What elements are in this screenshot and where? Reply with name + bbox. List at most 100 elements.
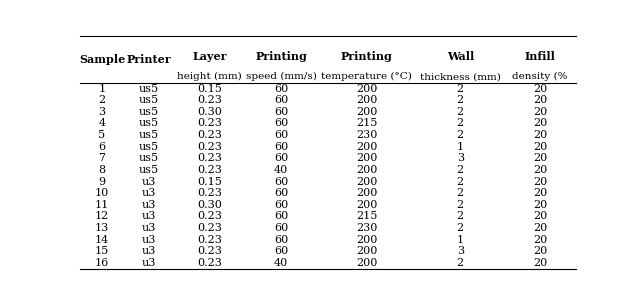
- Text: 0.23: 0.23: [197, 165, 222, 175]
- Text: 60: 60: [274, 235, 288, 245]
- Text: 12: 12: [95, 211, 109, 221]
- Text: 1: 1: [457, 235, 464, 245]
- Text: height (mm): height (mm): [177, 72, 242, 82]
- Text: 2: 2: [457, 107, 464, 117]
- Text: 20: 20: [533, 142, 547, 152]
- Text: 200: 200: [356, 153, 377, 163]
- Text: 3: 3: [99, 107, 106, 117]
- Text: 40: 40: [274, 258, 288, 268]
- Text: 200: 200: [356, 258, 377, 268]
- Text: u3: u3: [141, 258, 156, 268]
- Text: 230: 230: [356, 130, 377, 140]
- Text: 60: 60: [274, 107, 288, 117]
- Text: us5: us5: [139, 95, 159, 105]
- Text: 0.15: 0.15: [197, 84, 222, 94]
- Text: 2: 2: [457, 211, 464, 221]
- Text: speed (mm/s): speed (mm/s): [246, 72, 317, 82]
- Text: 8: 8: [99, 165, 106, 175]
- Text: 15: 15: [95, 246, 109, 256]
- Text: us5: us5: [139, 165, 159, 175]
- Text: 0.23: 0.23: [197, 188, 222, 198]
- Text: 60: 60: [274, 188, 288, 198]
- Text: 2: 2: [457, 177, 464, 187]
- Text: 200: 200: [356, 246, 377, 256]
- Text: 20: 20: [533, 153, 547, 163]
- Text: us5: us5: [139, 118, 159, 128]
- Text: density (%: density (%: [513, 72, 568, 82]
- Text: 20: 20: [533, 200, 547, 210]
- Text: 11: 11: [95, 200, 109, 210]
- Text: 60: 60: [274, 246, 288, 256]
- Text: u3: u3: [141, 200, 156, 210]
- Text: 20: 20: [533, 223, 547, 233]
- Text: 200: 200: [356, 165, 377, 175]
- Text: 200: 200: [356, 84, 377, 94]
- Text: us5: us5: [139, 107, 159, 117]
- Text: us5: us5: [139, 153, 159, 163]
- Text: 2: 2: [457, 188, 464, 198]
- Text: us5: us5: [139, 142, 159, 152]
- Text: 0.23: 0.23: [197, 118, 222, 128]
- Text: Layer: Layer: [192, 50, 227, 62]
- Text: 0.23: 0.23: [197, 235, 222, 245]
- Text: u3: u3: [141, 235, 156, 245]
- Text: 20: 20: [533, 95, 547, 105]
- Text: Infill: Infill: [525, 50, 556, 62]
- Text: 20: 20: [533, 188, 547, 198]
- Text: 10: 10: [95, 188, 109, 198]
- Text: 2: 2: [457, 258, 464, 268]
- Text: us5: us5: [139, 130, 159, 140]
- Text: Wall: Wall: [447, 50, 474, 62]
- Text: 0.23: 0.23: [197, 95, 222, 105]
- Text: 20: 20: [533, 84, 547, 94]
- Text: 60: 60: [274, 211, 288, 221]
- Text: 60: 60: [274, 200, 288, 210]
- Text: thickness (mm): thickness (mm): [420, 72, 500, 82]
- Text: u3: u3: [141, 223, 156, 233]
- Text: 230: 230: [356, 223, 377, 233]
- Text: 0.23: 0.23: [197, 211, 222, 221]
- Text: 20: 20: [533, 246, 547, 256]
- Text: 200: 200: [356, 235, 377, 245]
- Text: 2: 2: [457, 130, 464, 140]
- Text: Sample: Sample: [79, 54, 125, 65]
- Text: 0.30: 0.30: [197, 200, 222, 210]
- Text: 60: 60: [274, 223, 288, 233]
- Text: 20: 20: [533, 211, 547, 221]
- Text: 7: 7: [99, 153, 106, 163]
- Text: Printer: Printer: [127, 54, 172, 65]
- Text: 20: 20: [533, 258, 547, 268]
- Text: 4: 4: [99, 118, 106, 128]
- Text: Printing: Printing: [255, 50, 307, 62]
- Text: 0.30: 0.30: [197, 107, 222, 117]
- Text: 14: 14: [95, 235, 109, 245]
- Text: 0.23: 0.23: [197, 153, 222, 163]
- Text: 1: 1: [457, 142, 464, 152]
- Text: 60: 60: [274, 95, 288, 105]
- Text: u3: u3: [141, 188, 156, 198]
- Text: 60: 60: [274, 118, 288, 128]
- Text: 2: 2: [457, 84, 464, 94]
- Text: 200: 200: [356, 177, 377, 187]
- Text: 0.23: 0.23: [197, 130, 222, 140]
- Text: 0.23: 0.23: [197, 142, 222, 152]
- Text: 60: 60: [274, 142, 288, 152]
- Text: 9: 9: [99, 177, 106, 187]
- Text: 16: 16: [95, 258, 109, 268]
- Text: 200: 200: [356, 107, 377, 117]
- Text: 0.23: 0.23: [197, 258, 222, 268]
- Text: 0.23: 0.23: [197, 223, 222, 233]
- Text: 2: 2: [457, 118, 464, 128]
- Text: u3: u3: [141, 246, 156, 256]
- Text: 215: 215: [356, 118, 377, 128]
- Text: 40: 40: [274, 165, 288, 175]
- Text: 20: 20: [533, 235, 547, 245]
- Text: 6: 6: [99, 142, 106, 152]
- Text: 200: 200: [356, 188, 377, 198]
- Text: us5: us5: [139, 84, 159, 94]
- Text: Printing: Printing: [340, 50, 392, 62]
- Text: u3: u3: [141, 177, 156, 187]
- Text: 20: 20: [533, 107, 547, 117]
- Text: u3: u3: [141, 211, 156, 221]
- Text: 1: 1: [99, 84, 106, 94]
